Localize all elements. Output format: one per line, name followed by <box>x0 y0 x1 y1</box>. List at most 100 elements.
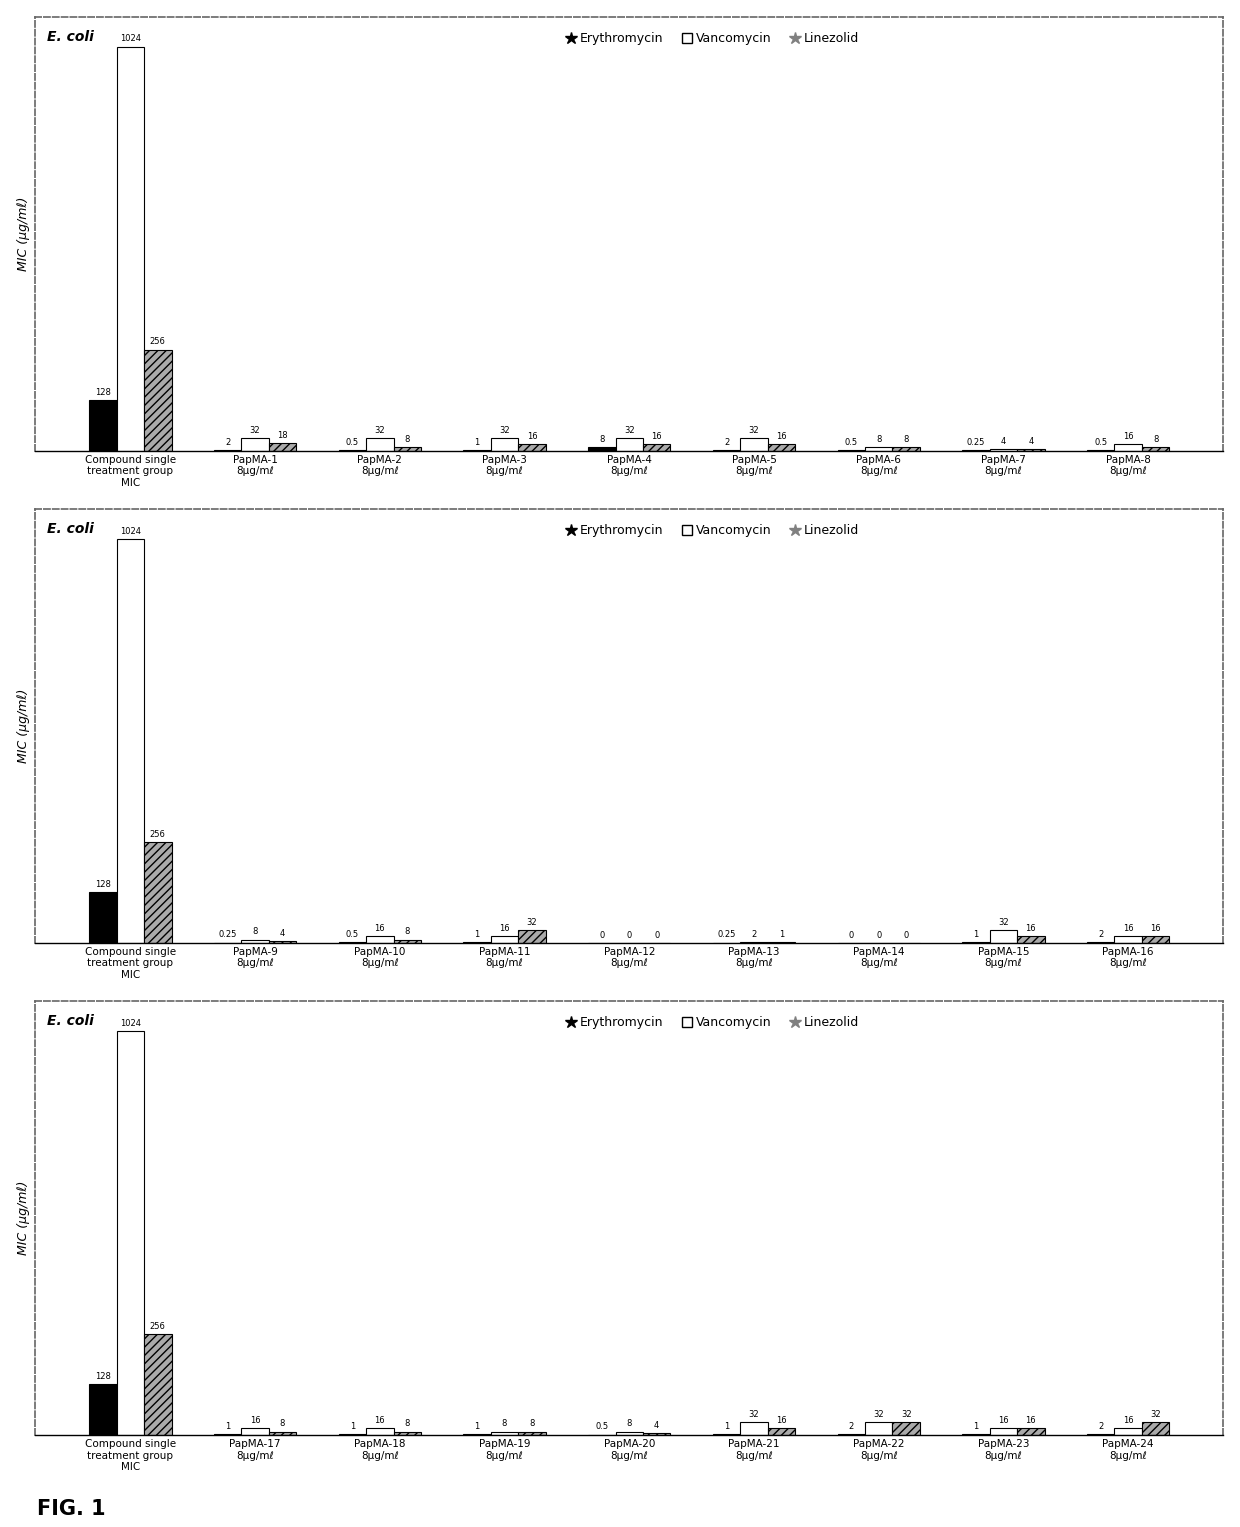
Y-axis label: MIC (μg/mℓ): MIC (μg/mℓ) <box>16 197 30 270</box>
Text: 0.5: 0.5 <box>1094 438 1107 447</box>
Text: 2: 2 <box>224 438 231 446</box>
Legend: Erythromycin, Vancomycin, Linezolid: Erythromycin, Vancomycin, Linezolid <box>560 1011 864 1034</box>
Text: 0: 0 <box>653 930 660 939</box>
Text: 128: 128 <box>95 1373 110 1380</box>
Text: 8: 8 <box>253 927 258 936</box>
Bar <box>491 936 518 942</box>
Text: 8: 8 <box>404 927 410 936</box>
Text: 0: 0 <box>877 930 882 939</box>
Text: 16: 16 <box>1025 1417 1037 1425</box>
Text: 4: 4 <box>653 1422 660 1431</box>
Bar <box>366 438 393 450</box>
Bar <box>1017 936 1044 942</box>
Text: 2: 2 <box>751 930 756 939</box>
Text: 128: 128 <box>95 388 110 397</box>
Y-axis label: MIC (μg/mℓ): MIC (μg/mℓ) <box>16 689 30 764</box>
Legend: Erythromycin, Vancomycin, Linezolid: Erythromycin, Vancomycin, Linezolid <box>560 27 864 50</box>
Bar <box>144 350 171 450</box>
Text: 8: 8 <box>904 435 909 444</box>
Bar <box>89 1385 117 1435</box>
Bar <box>1142 447 1169 450</box>
Text: 4: 4 <box>1001 437 1006 446</box>
Text: 32: 32 <box>900 1409 911 1419</box>
Text: 0.5: 0.5 <box>346 438 358 447</box>
Bar <box>269 1432 296 1435</box>
Text: 16: 16 <box>1123 1417 1133 1425</box>
Bar <box>615 1432 644 1435</box>
Text: 1024: 1024 <box>120 527 141 536</box>
Text: 1: 1 <box>973 930 978 939</box>
Text: 4: 4 <box>1028 437 1033 446</box>
Text: 0: 0 <box>848 930 854 939</box>
Text: 16: 16 <box>998 1417 1009 1425</box>
Text: 32: 32 <box>624 426 635 435</box>
Text: 16: 16 <box>500 924 510 933</box>
Bar <box>242 939 269 942</box>
Bar <box>491 1432 518 1435</box>
Text: 1: 1 <box>350 1422 355 1431</box>
Bar <box>893 447 920 450</box>
Bar <box>117 539 144 942</box>
Text: 32: 32 <box>527 918 537 927</box>
Bar <box>393 1432 422 1435</box>
Bar <box>242 1428 269 1435</box>
Text: 16: 16 <box>1151 924 1161 933</box>
Bar <box>1017 1428 1044 1435</box>
Bar <box>117 1031 144 1435</box>
Text: 16: 16 <box>1123 924 1133 933</box>
Text: 0: 0 <box>904 930 909 939</box>
Text: 16: 16 <box>374 924 386 933</box>
Text: 16: 16 <box>249 1417 260 1425</box>
Text: 256: 256 <box>150 829 166 838</box>
Bar <box>491 438 518 450</box>
Text: 8: 8 <box>626 1420 632 1428</box>
Text: 16: 16 <box>776 432 786 441</box>
Text: 8: 8 <box>1153 435 1158 444</box>
Text: 0: 0 <box>599 930 604 939</box>
Text: 32: 32 <box>1151 1409 1161 1419</box>
Bar <box>144 1333 171 1435</box>
Bar <box>768 444 795 450</box>
Text: 4: 4 <box>280 928 285 938</box>
Text: 16: 16 <box>1025 924 1037 933</box>
Bar <box>866 1422 893 1435</box>
Bar <box>740 1422 768 1435</box>
Text: 1: 1 <box>724 1422 729 1431</box>
Bar <box>269 443 296 450</box>
Text: 256: 256 <box>150 1322 166 1330</box>
Bar <box>518 930 546 942</box>
Bar <box>242 438 269 450</box>
Bar <box>615 438 644 450</box>
Text: 0.5: 0.5 <box>844 438 858 447</box>
Text: 16: 16 <box>1123 432 1133 441</box>
Bar <box>269 941 296 942</box>
Text: 32: 32 <box>749 426 759 435</box>
Text: 1: 1 <box>973 1422 978 1431</box>
Text: 32: 32 <box>249 426 260 435</box>
Text: 32: 32 <box>998 918 1009 927</box>
Text: 8: 8 <box>529 1420 534 1428</box>
Bar <box>89 400 117 450</box>
Text: 8: 8 <box>404 435 410 444</box>
Text: 2: 2 <box>1099 1422 1104 1431</box>
Text: 1: 1 <box>224 1422 231 1431</box>
Bar <box>89 892 117 942</box>
Text: 2: 2 <box>848 1422 854 1431</box>
Text: 1: 1 <box>475 1422 480 1431</box>
Text: 1: 1 <box>779 930 784 939</box>
Text: E. coli: E. coli <box>47 1014 94 1028</box>
Text: 32: 32 <box>374 426 386 435</box>
Text: E. coli: E. coli <box>47 29 94 44</box>
Y-axis label: MIC (μg/mℓ): MIC (μg/mℓ) <box>16 1180 30 1255</box>
Text: 8: 8 <box>404 1420 410 1428</box>
Bar <box>366 1428 393 1435</box>
Bar <box>644 1434 671 1435</box>
Text: 8: 8 <box>875 435 882 444</box>
Text: 32: 32 <box>873 1409 884 1419</box>
Text: 8: 8 <box>280 1420 285 1428</box>
Text: 2: 2 <box>1099 930 1104 939</box>
Bar <box>518 444 546 450</box>
Text: 32: 32 <box>749 1409 759 1419</box>
Text: 1024: 1024 <box>120 35 141 43</box>
Bar <box>393 939 422 942</box>
